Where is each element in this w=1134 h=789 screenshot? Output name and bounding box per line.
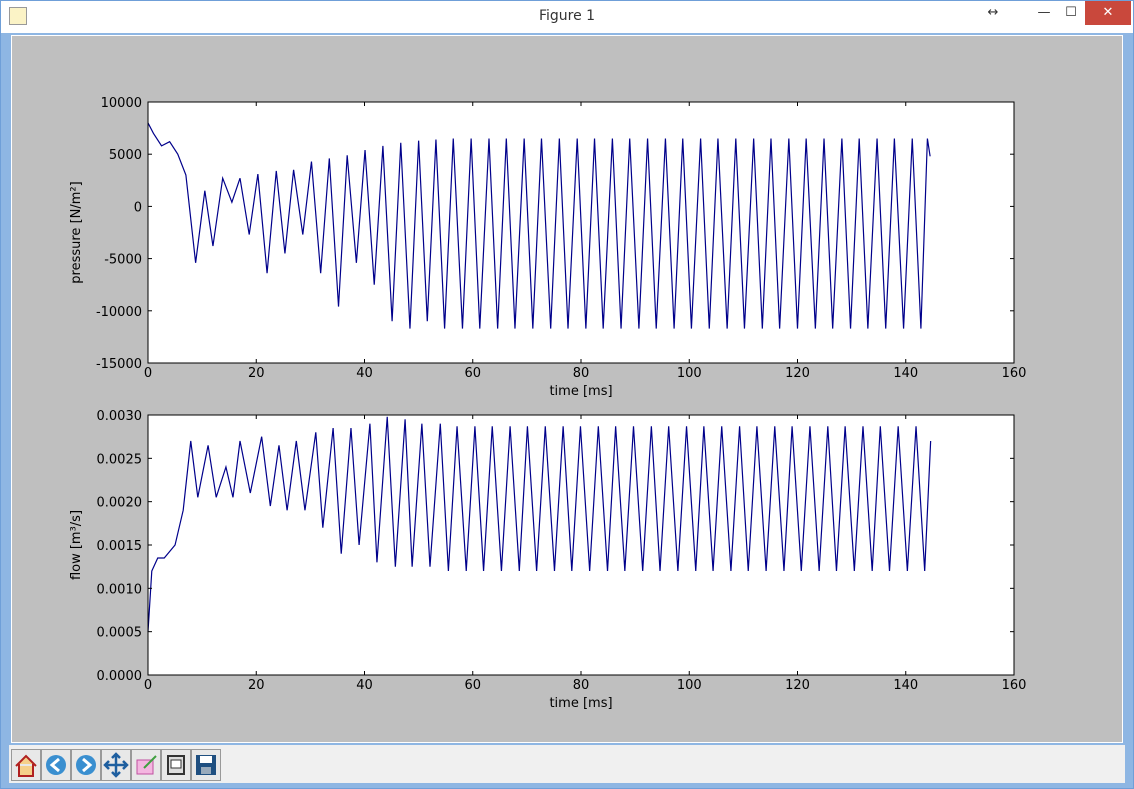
home-button[interactable] bbox=[11, 749, 41, 781]
y-tick-label: 0.0010 bbox=[97, 582, 143, 597]
resize-button[interactable]: ↔ bbox=[987, 5, 999, 20]
y-tick-label: -15000 bbox=[96, 357, 142, 372]
title-bar: Figure 1 ↔ — ☐ ✕ bbox=[1, 1, 1133, 33]
x-tick-label: 20 bbox=[248, 678, 265, 693]
x-tick-label: 0 bbox=[144, 366, 152, 381]
data-line bbox=[147, 122, 931, 329]
maximize-button[interactable]: ☐ bbox=[1065, 5, 1077, 20]
x-tick-label: 0 bbox=[144, 678, 152, 693]
x-tick-label: 140 bbox=[893, 678, 918, 693]
window-title: Figure 1 bbox=[538, 8, 596, 24]
x-tick-label: 40 bbox=[356, 678, 373, 693]
app-icon bbox=[9, 7, 27, 25]
y-axis-label: flow [m³/s] bbox=[69, 510, 84, 580]
y-tick-label: 0.0005 bbox=[97, 626, 143, 641]
x-tick-label: 20 bbox=[248, 366, 265, 381]
x-tick-label: 60 bbox=[464, 678, 481, 693]
x-tick-label: 160 bbox=[1002, 366, 1027, 381]
y-tick-label: 10000 bbox=[101, 96, 142, 111]
y-axis-label: pressure [N/m²] bbox=[69, 181, 84, 283]
x-tick-label: 80 bbox=[573, 366, 590, 381]
x-tick-label: 120 bbox=[785, 366, 810, 381]
x-tick-label: 100 bbox=[677, 678, 702, 693]
save-button[interactable] bbox=[191, 749, 221, 781]
plot-area bbox=[148, 415, 1014, 675]
figure-frame: 0 20 40 60 80 100 120 140 160 -15000 -10000 -5000 0 5… bbox=[11, 35, 1123, 743]
zoom-button[interactable] bbox=[131, 749, 161, 781]
x-tick-label: 100 bbox=[677, 366, 702, 381]
data-line bbox=[147, 416, 932, 632]
y-tick-label: 5000 bbox=[109, 148, 142, 163]
subplots-button[interactable] bbox=[161, 749, 191, 781]
x-tick-label: 60 bbox=[464, 366, 481, 381]
x-tick-label: 40 bbox=[356, 366, 373, 381]
y-tick-label: 0.0020 bbox=[97, 496, 143, 511]
x-tick-label: 120 bbox=[785, 678, 810, 693]
figure: 0 20 40 60 80 100 120 140 160 -15000 -10000 -5000 0 5… bbox=[12, 36, 1122, 742]
x-tick-label: 80 bbox=[573, 678, 590, 693]
y-tick-label: 0.0025 bbox=[97, 452, 143, 467]
y-tick-label: 0 bbox=[134, 200, 142, 215]
y-tick-label: 0.0030 bbox=[97, 409, 143, 424]
y-tick-label: -5000 bbox=[104, 253, 142, 268]
toolbar bbox=[9, 745, 1125, 783]
forward-button[interactable] bbox=[71, 749, 101, 781]
minimize-button[interactable]: — bbox=[1037, 5, 1051, 20]
pan-button[interactable] bbox=[101, 749, 131, 781]
y-tick-label: -10000 bbox=[96, 305, 142, 320]
back-button[interactable] bbox=[41, 749, 71, 781]
x-axis-label: time [ms] bbox=[549, 384, 612, 399]
y-tick-label: 0.0015 bbox=[97, 539, 143, 554]
x-tick-label: 140 bbox=[893, 366, 918, 381]
close-button[interactable]: ✕ bbox=[1085, 1, 1131, 25]
x-tick-label: 160 bbox=[1002, 678, 1027, 693]
y-tick-label: 0.0000 bbox=[97, 669, 143, 684]
x-axis-label: time [ms] bbox=[549, 696, 612, 711]
